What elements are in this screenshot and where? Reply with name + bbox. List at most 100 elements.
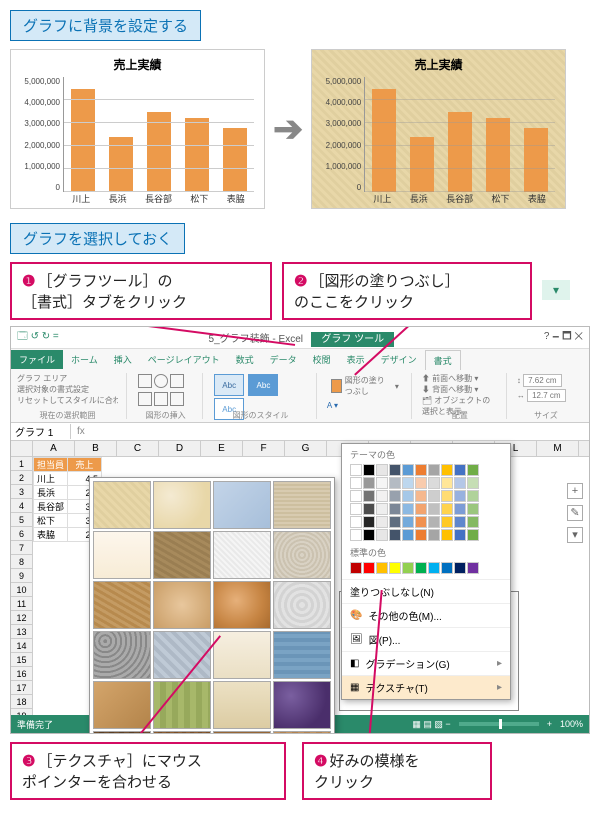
color-swatch[interactable] [428,562,440,574]
color-swatch[interactable] [428,464,440,476]
texture-swatch[interactable] [213,481,271,529]
texture-swatch[interactable] [93,731,151,734]
color-swatch[interactable] [454,516,466,528]
fill-none-item[interactable]: 塗りつぶしなし(N) [342,579,510,603]
color-swatch[interactable] [402,516,414,528]
color-swatch[interactable] [428,529,440,541]
tab-データ[interactable]: データ [262,350,305,369]
tab-挿入[interactable]: 挿入 [106,350,140,369]
texture-swatch[interactable] [273,581,331,629]
color-swatch[interactable] [441,464,453,476]
color-swatch[interactable] [402,464,414,476]
color-swatch[interactable] [350,477,362,489]
color-swatch[interactable] [454,529,466,541]
texture-swatch[interactable] [93,531,151,579]
color-swatch[interactable] [415,490,427,502]
color-swatch[interactable] [350,490,362,502]
color-swatch[interactable] [441,529,453,541]
shape-fill-button[interactable]: 図形の塗りつぶし ▾ [327,373,403,399]
color-swatch[interactable] [467,490,479,502]
tab-書式[interactable]: 書式 [425,350,461,370]
color-swatch[interactable] [467,464,479,476]
color-swatch[interactable] [428,477,440,489]
texture-swatch[interactable] [213,681,271,729]
fill-dropdown-icon[interactable] [542,280,570,300]
color-swatch[interactable] [350,464,362,476]
texture-swatch[interactable] [93,581,151,629]
color-swatch[interactable] [376,464,388,476]
color-swatch[interactable] [402,529,414,541]
fill-gradient-item[interactable]: ◧ グラデーション(G)▸ [342,651,510,675]
color-swatch[interactable] [389,464,401,476]
texture-swatch[interactable] [153,481,211,529]
texture-swatch[interactable] [273,681,331,729]
color-swatch[interactable] [376,529,388,541]
name-box[interactable]: グラフ 1 [11,424,71,439]
color-swatch[interactable] [415,464,427,476]
color-swatch[interactable] [350,516,362,528]
chart-plus-icon[interactable]: + [567,483,583,499]
color-swatch[interactable] [363,562,375,574]
chart-filter-icon[interactable]: ▾ [567,527,583,543]
texture-swatch[interactable] [93,681,151,729]
color-swatch[interactable] [428,503,440,515]
texture-swatch[interactable] [213,531,271,579]
texture-swatch[interactable] [273,531,331,579]
color-swatch[interactable] [467,477,479,489]
color-swatch[interactable] [363,529,375,541]
color-swatch[interactable] [389,490,401,502]
tab-デザイン[interactable]: デザイン [373,350,425,369]
color-swatch[interactable] [415,516,427,528]
texture-swatch[interactable] [93,481,151,529]
color-swatch[interactable] [389,529,401,541]
color-swatch[interactable] [363,516,375,528]
color-swatch[interactable] [454,490,466,502]
color-swatch[interactable] [415,529,427,541]
color-swatch[interactable] [428,490,440,502]
color-swatch[interactable] [402,503,414,515]
tab-ページレイアウト[interactable]: ページレイアウト [140,350,228,369]
color-swatch[interactable] [467,529,479,541]
color-swatch[interactable] [467,562,479,574]
color-swatch[interactable] [376,490,388,502]
texture-swatch[interactable] [273,731,331,734]
color-swatch[interactable] [454,562,466,574]
fill-picture-item[interactable]: 🖼 図(P)... [342,627,510,651]
color-swatch[interactable] [428,516,440,528]
color-swatch[interactable] [389,503,401,515]
color-swatch[interactable] [389,477,401,489]
texture-swatch[interactable] [273,481,331,529]
fill-more-colors-item[interactable]: 🎨 その他の色(M)... [342,603,510,627]
texture-swatch[interactable] [153,531,211,579]
formula-bar[interactable]: グラフ 1 fx [11,423,589,441]
color-swatch[interactable] [363,503,375,515]
texture-swatch[interactable] [153,631,211,679]
texture-swatch[interactable] [213,731,271,734]
color-swatch[interactable] [389,562,401,574]
color-swatch[interactable] [441,562,453,574]
color-swatch[interactable] [454,464,466,476]
tab-数式[interactable]: 数式 [228,350,262,369]
tab-ホーム[interactable]: ホーム [63,350,106,369]
color-swatch[interactable] [402,490,414,502]
color-swatch[interactable] [441,503,453,515]
excel-grid[interactable]: ABCDEFGHIJKLM 12345678910111213141516171… [11,441,589,734]
color-swatch[interactable] [376,562,388,574]
chart-brush-icon[interactable]: ✎ [567,505,583,521]
color-swatch[interactable] [415,503,427,515]
tab-校閲[interactable]: 校閲 [305,350,339,369]
texture-swatch[interactable] [273,631,331,679]
color-swatch[interactable] [363,490,375,502]
color-swatch[interactable] [350,503,362,515]
color-swatch[interactable] [467,516,479,528]
texture-swatch[interactable] [153,731,211,734]
color-swatch[interactable] [350,529,362,541]
color-swatch[interactable] [350,562,362,574]
color-swatch[interactable] [376,516,388,528]
color-swatch[interactable] [415,562,427,574]
color-swatch[interactable] [376,503,388,515]
color-swatch[interactable] [454,477,466,489]
color-swatch[interactable] [363,477,375,489]
color-swatch[interactable] [441,516,453,528]
color-swatch[interactable] [402,477,414,489]
